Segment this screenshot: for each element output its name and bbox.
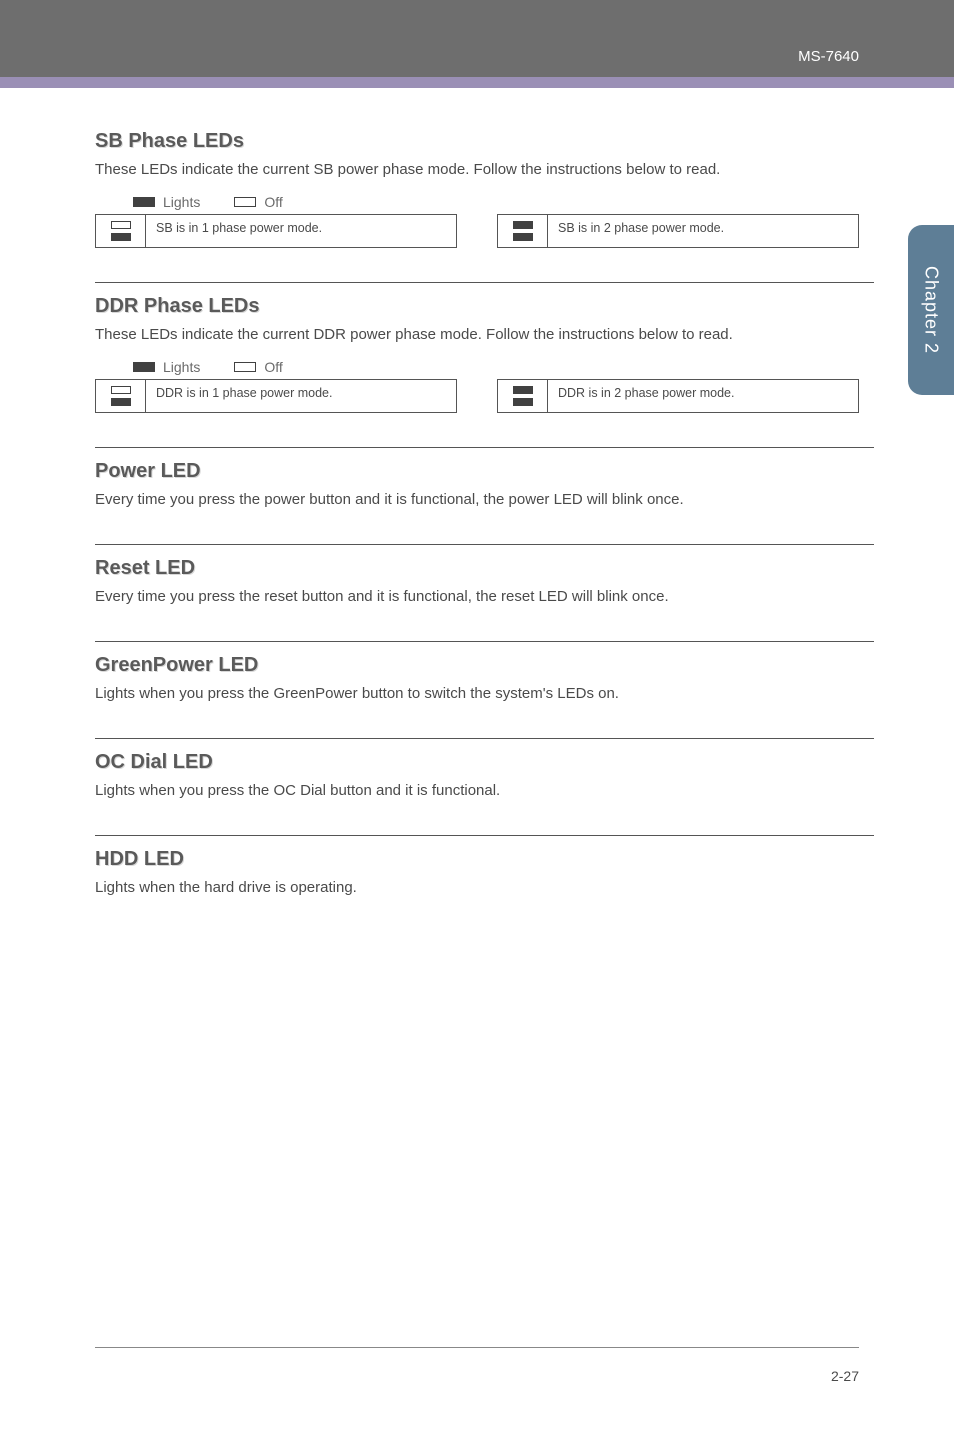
- ddr-legend: Lights Off: [133, 359, 874, 375]
- divider: [95, 738, 874, 739]
- header-accent-strip: [0, 77, 954, 88]
- ddr-title: DDR Phase LEDs: [95, 295, 874, 318]
- sb-body: These LEDs indicate the current SB power…: [95, 159, 874, 180]
- sb-legend: Lights Off: [133, 194, 874, 210]
- led-off-icon: [111, 386, 131, 394]
- chapter-label: Chapter 2: [921, 266, 942, 354]
- page: MS-7640 Chapter 2 SB Phase LEDs These LE…: [0, 0, 954, 1432]
- sb-mode-2-swatches: [498, 215, 548, 247]
- green-body: Lights when you press the GreenPower but…: [95, 683, 874, 704]
- content-area: SB Phase LEDs These LEDs indicate the cu…: [95, 130, 874, 898]
- off-swatch-icon: [234, 197, 256, 207]
- power-body: Every time you press the power button an…: [95, 489, 874, 510]
- divider: [95, 282, 874, 283]
- legend-off-label: Off: [264, 194, 282, 210]
- legend-off-label: Off: [264, 359, 282, 375]
- power-title: Power LED: [95, 460, 874, 483]
- lights-swatch-icon: [133, 362, 155, 372]
- ddr-mode-1-box: DDR is in 1 phase power mode.: [95, 379, 457, 413]
- ddr-mode-2-text: DDR is in 2 phase power mode.: [548, 380, 744, 412]
- chapter-side-tab: Chapter 2: [908, 225, 954, 395]
- ddr-mode-1-text: DDR is in 1 phase power mode.: [146, 380, 342, 412]
- divider: [95, 835, 874, 836]
- off-swatch-icon: [234, 362, 256, 372]
- green-title: GreenPower LED: [95, 654, 874, 677]
- ddr-mode-row: DDR is in 1 phase power mode. DDR is in …: [95, 379, 874, 413]
- oc-title: OC Dial LED: [95, 751, 874, 774]
- reset-title: Reset LED: [95, 557, 874, 580]
- legend-lights-label: Lights: [163, 194, 200, 210]
- hdd-title: HDD LED: [95, 848, 874, 871]
- footer-divider: [95, 1347, 859, 1348]
- sb-title: SB Phase LEDs: [95, 130, 874, 153]
- lights-swatch-icon: [133, 197, 155, 207]
- led-on-icon: [111, 233, 131, 241]
- sb-mode-2-box: SB is in 2 phase power mode.: [497, 214, 859, 248]
- sb-mode-1-swatches: [96, 215, 146, 247]
- reset-body: Every time you press the reset button an…: [95, 586, 874, 607]
- legend-lights-label: Lights: [163, 359, 200, 375]
- hdd-body: Lights when the hard drive is operating.: [95, 877, 874, 898]
- led-on-icon: [513, 386, 533, 394]
- divider: [95, 544, 874, 545]
- ddr-mode-2-box: DDR is in 2 phase power mode.: [497, 379, 859, 413]
- led-on-icon: [111, 398, 131, 406]
- sb-mode-1-text: SB is in 1 phase power mode.: [146, 215, 332, 247]
- header-band: [0, 0, 954, 88]
- sb-mode-2-text: SB is in 2 phase power mode.: [548, 215, 734, 247]
- divider: [95, 447, 874, 448]
- led-on-icon: [513, 233, 533, 241]
- sb-mode-1-box: SB is in 1 phase power mode.: [95, 214, 457, 248]
- led-on-icon: [513, 221, 533, 229]
- led-on-icon: [513, 398, 533, 406]
- divider: [95, 641, 874, 642]
- led-off-icon: [111, 221, 131, 229]
- sb-mode-row: SB is in 1 phase power mode. SB is in 2 …: [95, 214, 874, 248]
- oc-body: Lights when you press the OC Dial button…: [95, 780, 874, 801]
- doc-id: MS-7640: [798, 48, 859, 65]
- ddr-mode-2-swatches: [498, 380, 548, 412]
- ddr-body: These LEDs indicate the current DDR powe…: [95, 324, 874, 345]
- ddr-mode-1-swatches: [96, 380, 146, 412]
- page-number: 2-27: [831, 1368, 859, 1384]
